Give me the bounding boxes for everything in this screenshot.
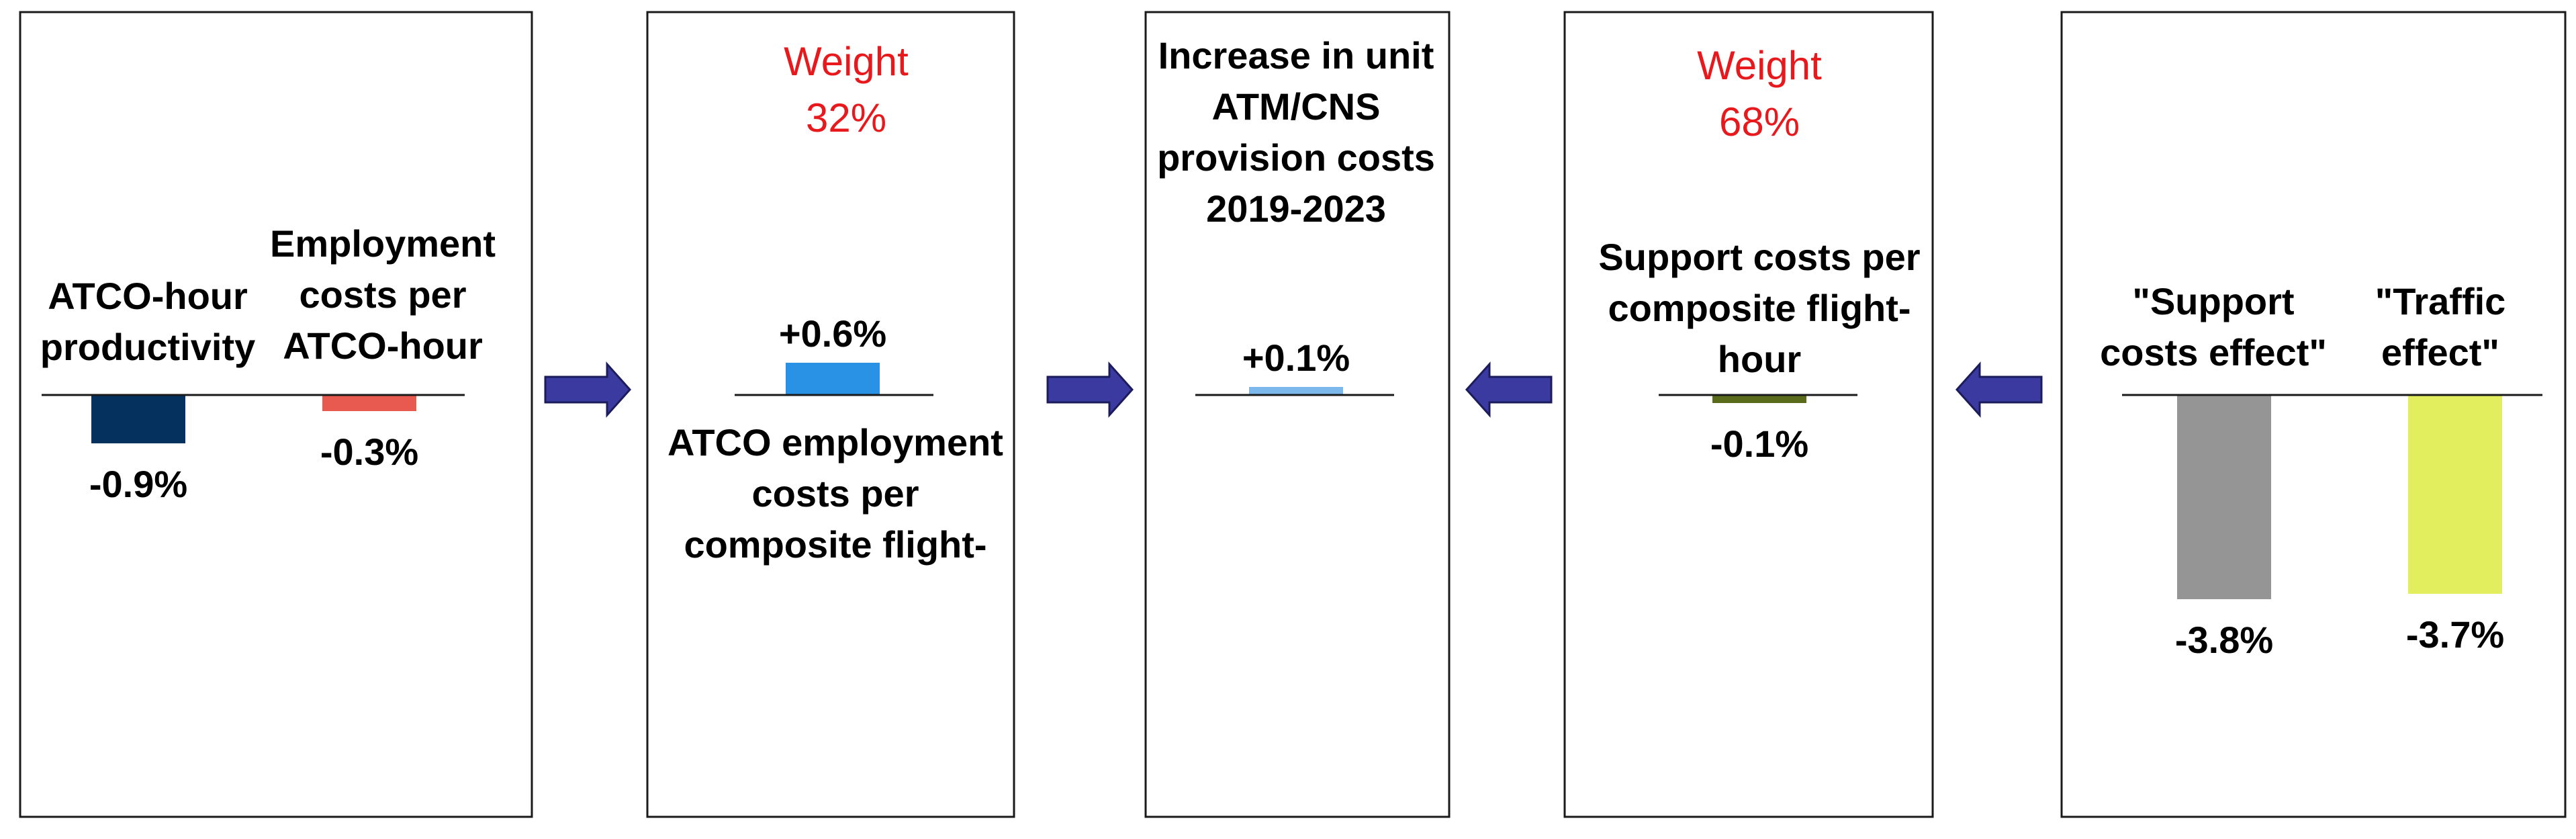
panel-frame-2 — [646, 11, 1015, 818]
category-label: costs effect" — [2100, 331, 2327, 373]
category-label: costs per — [300, 273, 467, 316]
bar-3-1 — [1249, 387, 1343, 395]
category-label: composite flight- — [1608, 287, 1911, 329]
bar-1-2 — [322, 395, 416, 411]
category-label: effect" — [2381, 331, 2499, 373]
weight-value: 32% — [806, 95, 886, 140]
panel-frame-4 — [1563, 11, 1934, 818]
weight-title: Weight — [784, 39, 909, 84]
right-arrow-icon — [1046, 361, 1134, 418]
data-label: -3.8% — [2175, 619, 2273, 661]
category-label: productivity — [40, 326, 255, 368]
bar-1-1 — [91, 395, 185, 443]
bar-5-1 — [2177, 395, 2271, 599]
chart-title-line: ATM/CNS — [1212, 85, 1381, 128]
category-label: ATCO employment — [668, 421, 1003, 463]
chart-title-line: Increase in unit — [1158, 34, 1434, 77]
right-arrow-icon — [544, 361, 632, 418]
category-label: composite flight- — [684, 523, 986, 566]
category-label: "Support — [2132, 280, 2294, 322]
data-label: +0.6% — [779, 312, 886, 355]
panel-frame-3 — [1144, 11, 1451, 818]
category-label: hour — [1718, 338, 1801, 380]
category-label: ATCO-hour — [283, 324, 483, 367]
weight-title: Weight — [1697, 43, 1822, 88]
data-label: +0.1% — [1242, 337, 1350, 379]
weight-value: 68% — [1719, 99, 1800, 144]
data-label: -3.7% — [2406, 613, 2504, 656]
left-arrow-icon — [1465, 361, 1553, 418]
chart-title-line: provision costs — [1157, 136, 1435, 179]
category-label: Support costs per — [1598, 236, 1920, 278]
category-label: Employment — [270, 222, 496, 265]
data-label: -0.3% — [320, 431, 418, 473]
data-label: -0.1% — [1710, 423, 1808, 465]
data-label: -0.9% — [89, 463, 187, 505]
chart-title-line: 2019-2023 — [1206, 187, 1386, 230]
left-arrow-icon — [1955, 361, 2043, 418]
category-label: costs per — [752, 472, 919, 515]
category-label: ATCO-hour — [48, 275, 248, 317]
bar-5-2 — [2408, 395, 2502, 594]
bar-2-1 — [786, 363, 880, 395]
bar-4-1 — [1712, 395, 1806, 403]
category-label: "Traffic — [2375, 280, 2506, 322]
